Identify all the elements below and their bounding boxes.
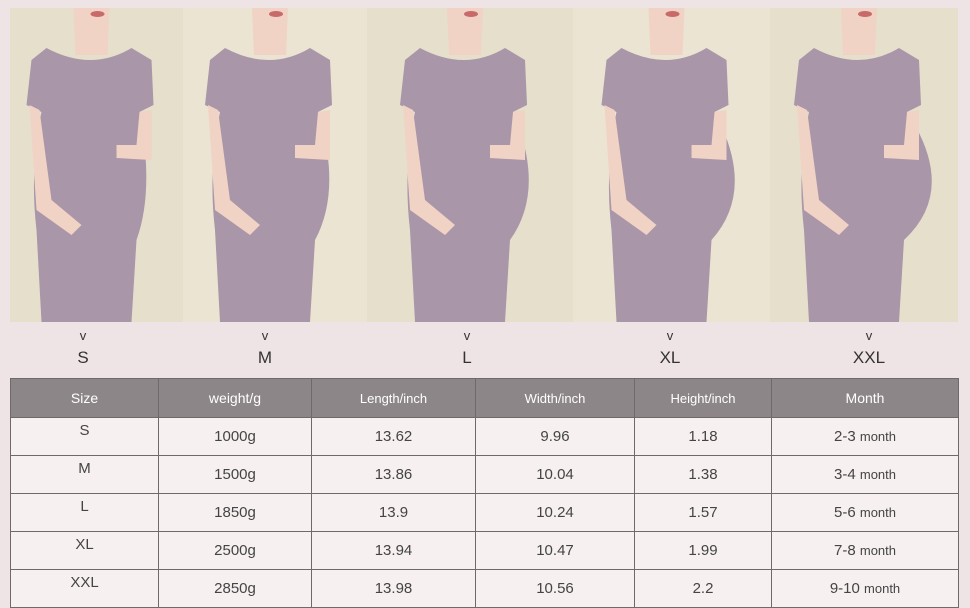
header-cell: Length/inch (311, 378, 476, 418)
month-unit: month (859, 543, 896, 558)
neck (841, 8, 877, 55)
table-cell: 10.24 (475, 493, 635, 532)
month-range: 9-10 (829, 580, 860, 597)
size-label: M (257, 348, 273, 367)
lips (858, 11, 872, 17)
month-unit: month (859, 505, 896, 520)
table-cell: 10.04 (475, 455, 635, 494)
arm (116, 110, 152, 160)
photo (367, 8, 573, 322)
size-label: S (77, 348, 89, 367)
table-cell: 7-8 month (771, 531, 959, 570)
table-cell: 1000g (158, 417, 312, 456)
table-cell: 9.96 (475, 417, 635, 456)
header-cell: Month (771, 378, 959, 418)
table-cell: XL (10, 531, 159, 570)
header-cell: Size (10, 378, 159, 418)
table-cell: M (10, 455, 159, 494)
table-cell: 1.18 (634, 417, 772, 456)
table-cell: 13.86 (311, 455, 476, 494)
table-cell: 3-4 month (771, 455, 959, 494)
neck (73, 8, 110, 55)
size-arrow: v (666, 328, 674, 343)
photo (573, 8, 770, 322)
size-arrow: v (79, 328, 87, 343)
header-cell: Width/inch (475, 378, 635, 418)
month-range: 3-4 (834, 466, 856, 483)
table-row: XL 2500g 13.94 10.47 1.99 7-8 month (10, 531, 959, 570)
table-cell: 13.62 (311, 417, 476, 456)
table-row: S 1000g 13.62 9.96 1.18 2-3 month (10, 417, 959, 456)
photo (770, 8, 958, 322)
size-arrow: v (865, 328, 873, 343)
size-arrow: v (261, 328, 269, 343)
table-row: M 1500g 13.86 10.04 1.38 3-4 month (10, 455, 959, 494)
dress (794, 48, 932, 322)
table-cell: 13.94 (311, 531, 476, 570)
table-cell: 2500g (158, 531, 312, 570)
dress (26, 48, 154, 322)
arm (797, 105, 849, 235)
month-range: 2-3 (834, 428, 856, 445)
arm (490, 110, 525, 160)
photo (10, 8, 183, 322)
lips (269, 11, 283, 17)
size-label: L (462, 348, 472, 367)
arm (295, 110, 330, 160)
arm (403, 105, 455, 235)
dress (400, 48, 529, 322)
table-cell: 1850g (158, 493, 312, 532)
table-cell: 13.98 (311, 569, 476, 608)
neck (252, 8, 288, 55)
lips (90, 11, 105, 17)
header-cell: weight/g (158, 378, 312, 418)
size-label: XXL (852, 348, 886, 367)
arm (29, 105, 82, 235)
month-range: 5-6 (834, 504, 856, 521)
table-cell: 2850g (158, 569, 312, 608)
table-row: XXL 2850g 13.98 10.56 2.2 9-10 month (10, 569, 959, 608)
table-cell: 2.2 (634, 569, 772, 608)
arm (208, 105, 260, 235)
table-cell: 10.56 (475, 569, 635, 608)
table-row: L 1850g 13.9 10.24 1.57 5-6 month (10, 493, 959, 532)
arm (604, 105, 657, 235)
table-cell: 1.38 (634, 455, 772, 494)
dress (601, 48, 735, 322)
table-cell: 9-10 month (771, 569, 959, 608)
table-cell: 1.57 (634, 493, 772, 532)
table-cell: 5-6 month (771, 493, 959, 532)
header-cell: Height/inch (634, 378, 772, 418)
table-cell: L (10, 493, 159, 532)
table-cell: 1500g (158, 455, 312, 494)
lips (464, 11, 478, 17)
month-unit: month (864, 581, 901, 596)
table-cell: 2-3 month (771, 417, 959, 456)
table-cell: 13.9 (311, 493, 476, 532)
photo (183, 8, 367, 322)
table-cell: 10.47 (475, 531, 635, 570)
month-range: 7-8 (834, 542, 856, 559)
neck (648, 8, 685, 55)
table-cell: S (10, 417, 159, 456)
neck (447, 8, 483, 55)
arm (884, 110, 919, 160)
month-unit: month (859, 429, 896, 444)
size-table: Size weight/g Length/inch Width/inch Height/… (10, 378, 959, 608)
lips (665, 11, 680, 17)
photo-strip (10, 8, 958, 322)
arm (691, 110, 727, 160)
table-cell: XXL (10, 569, 159, 608)
size-label: XL (659, 348, 681, 367)
size-arrow: v (463, 328, 471, 343)
dress (205, 48, 332, 322)
month-unit: month (859, 467, 896, 482)
table-cell: 1.99 (634, 531, 772, 570)
